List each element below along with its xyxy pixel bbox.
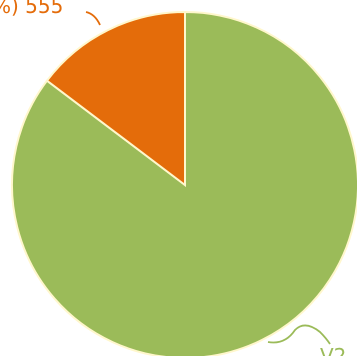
pie-slices (11, 10, 357, 356)
data-label-555: %) 555 (0, 0, 63, 18)
pie-slice-555 (45, 10, 186, 188)
leader-line-555 (85, 11, 101, 26)
data-label-v2: V2 (320, 344, 346, 356)
pie-slice-v2 (11, 10, 357, 356)
leader-line-v2 (267, 324, 331, 345)
